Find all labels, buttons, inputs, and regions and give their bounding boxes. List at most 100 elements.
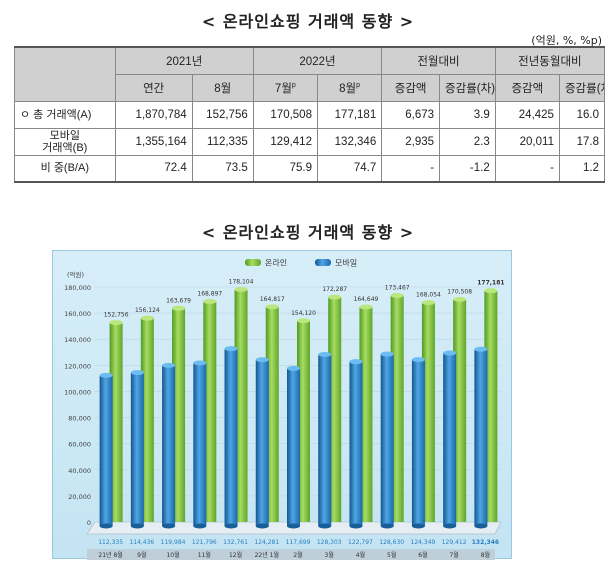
x-tick-label: 9월 [137, 551, 146, 559]
table-cell: 72.4 [114, 154, 193, 183]
bar-mobile [443, 353, 457, 526]
y-tick-label: 80,000 [68, 415, 91, 423]
bar-online-cap [234, 286, 248, 292]
data-label-online: 163,679 [166, 297, 191, 304]
data-label-online: 152,756 [104, 312, 129, 319]
bar-mobile [380, 354, 394, 526]
bar-mobile [349, 361, 363, 526]
bar-online [172, 308, 186, 522]
bar-mobile-cap [255, 357, 269, 363]
table-header-row-1: 2021년 2022년 전월대비 전년동월대비 [14, 46, 606, 102]
bar-online-cap [203, 298, 217, 304]
table-cell: - [381, 154, 441, 183]
y-tick-label: 40,000 [68, 467, 91, 475]
bar-mobile-base [130, 523, 144, 529]
y-tick-label: 100,000 [64, 388, 91, 396]
bar-online [453, 299, 467, 522]
table-cell: 129,412 [252, 127, 318, 156]
data-label-online: 156,124 [135, 307, 160, 314]
table-cell: 112,335 [191, 127, 254, 156]
table-cell: 6,673 [381, 100, 441, 129]
bar-online [265, 306, 279, 522]
table-cell: 177,181 [316, 100, 383, 129]
table-cell: -1.2 [439, 154, 496, 183]
bar-mobile [411, 359, 425, 526]
bar-mobile [474, 349, 488, 526]
bar-mobile-cap [443, 350, 457, 356]
bar-mobile-cap [193, 360, 207, 366]
data-label-mobile: 114,436 [129, 539, 154, 546]
table-cell: 75.9 [252, 154, 318, 183]
bar-online-cap [421, 300, 435, 306]
online-shopping-table: 2021년 2022년 전월대비 전년동월대비 연간 8월 7월p 8월p 증감… [14, 46, 606, 183]
bar-online [203, 301, 217, 522]
bar-online-cap [390, 293, 404, 299]
x-tick-label: 4월 [356, 551, 365, 559]
x-tick-label: 10월 [166, 551, 179, 559]
bar-mobile-base [380, 523, 394, 529]
bar-mobile [162, 365, 176, 526]
subheader-mom-amount: 증감액 [381, 73, 441, 102]
table-cell: 1,355,164 [114, 127, 193, 156]
bar-online [421, 302, 435, 522]
bar-mobile-cap [349, 359, 363, 365]
bar-mobile-base [162, 523, 176, 529]
subheader-mom-rate: 증감률(차) [439, 73, 496, 102]
bar-online-cap [328, 294, 342, 300]
bar-online [359, 307, 373, 522]
y-tick-label: 120,000 [64, 362, 91, 370]
table-cell: 73.5 [191, 154, 254, 183]
units-note: (억원, %, %p) [531, 34, 602, 47]
bar-mobile-base [287, 523, 300, 529]
data-label-mobile: 121,796 [192, 539, 217, 546]
bar-mobile-cap [411, 357, 425, 363]
data-label-online: 172,287 [322, 286, 347, 293]
table-cell: 1,870,784 [114, 100, 193, 129]
y-tick-label: 180,000 [64, 284, 91, 292]
y-tick-label: 0 [87, 519, 91, 527]
data-label-online: 170,508 [447, 288, 472, 295]
bar-online [297, 320, 310, 522]
y-tick-label: 60,000 [68, 441, 91, 449]
data-label-mobile: 128,630 [379, 539, 404, 546]
y-tick-label: 160,000 [64, 310, 91, 318]
bar-mobile [193, 362, 207, 526]
subheader-yoy-amount: 증감액 [494, 73, 560, 102]
table-cell: 170,508 [252, 100, 318, 129]
data-label-mobile: 117,699 [286, 539, 311, 546]
bar-online-cap [453, 296, 467, 302]
data-label-online: 173,467 [385, 285, 410, 292]
data-label-mobile: 132,346 [472, 539, 499, 546]
data-label-mobile: 129,412 [442, 539, 467, 546]
chart-panel: 0 20,000 40,000 60,000 80,000 100,000 120,000 1… [52, 250, 512, 560]
y-tick-label: 20,000 [68, 493, 91, 501]
x-tick-label: 2월 [293, 551, 302, 559]
bar-online-cap [484, 288, 498, 294]
bar-chart: 0 20,000 40,000 60,000 80,000 100,000 120,000 1… [64, 258, 505, 560]
bar-mobile-cap [318, 351, 332, 357]
table-row: 비 중(B/A) 72.4 73.5 75.9 74.7 - -1.2 - 1.… [14, 154, 606, 183]
data-label-online: 168,054 [416, 292, 441, 299]
header-mom: 전월대비 [381, 46, 496, 75]
bar-mobile-base [411, 523, 425, 529]
data-label-mobile: 124,281 [254, 539, 279, 546]
table-row: 모바일 거래액(B) 1,355,164 112,335 129,412 132,… [14, 127, 606, 156]
bar-mobile [255, 359, 269, 526]
subheader-aug-2021: 8월 [191, 73, 254, 102]
subheader-yoy-rate: 증감률(차) [558, 73, 606, 102]
x-tick-label: 5월 [387, 551, 396, 559]
table-cell: 20,011 [494, 127, 560, 156]
x-tick-label: 21년 8월 [98, 551, 122, 559]
table-cell: 132,346 [316, 127, 383, 156]
bar-mobile [224, 348, 238, 526]
legend-online-label: 온라인 [265, 258, 287, 268]
bar-mobile-cap [474, 346, 488, 352]
table-corner-cell [14, 46, 116, 102]
table-title: < 온라인쇼핑 거래액 동향 > [201, 12, 415, 31]
data-label-online: 164,649 [354, 296, 379, 303]
bar-online-cap [297, 318, 310, 324]
legend-online-swatch [245, 259, 261, 266]
data-label-online: 177,181 [477, 280, 504, 287]
data-label-mobile: 124,349 [411, 539, 436, 546]
x-tick-label: 12월 [229, 551, 242, 559]
